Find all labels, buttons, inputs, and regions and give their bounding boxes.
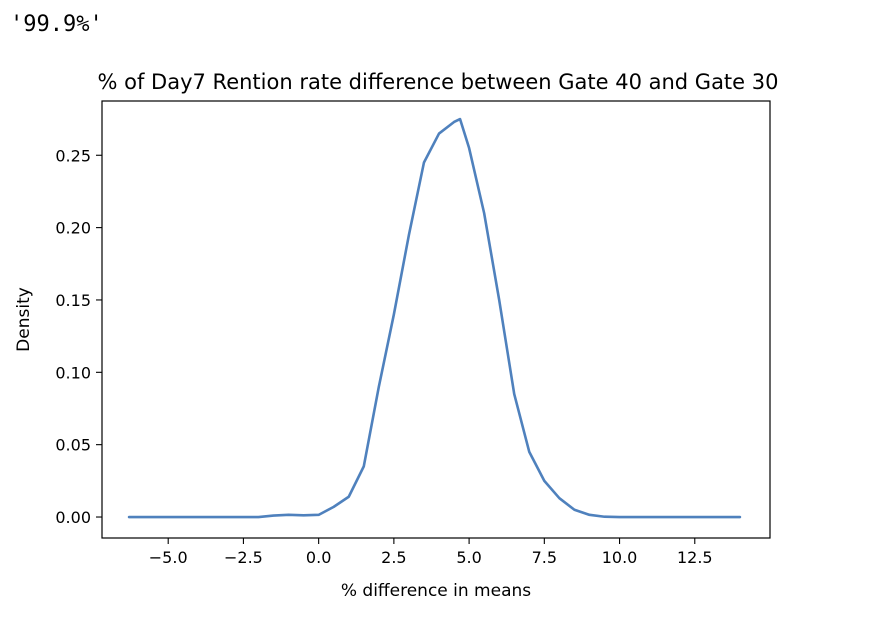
cell-output-text: '99.9%': [10, 12, 103, 37]
y-tick-label: 0.00: [55, 508, 91, 527]
x-tick-label: 12.5: [677, 548, 713, 567]
chart-title: % of Day7 Rention rate difference betwee…: [98, 70, 779, 94]
x-tick-label: −5.0: [149, 548, 188, 567]
x-tick-label: 0.0: [306, 548, 331, 567]
x-tick-label: 2.5: [381, 548, 406, 567]
y-tick-label: 0.25: [55, 146, 91, 165]
x-tick-label: 5.0: [456, 548, 481, 567]
x-tick-label: −2.5: [224, 548, 263, 567]
y-tick-label: 0.20: [55, 219, 91, 238]
x-tick-label: 7.5: [532, 548, 557, 567]
y-axis-label: Density: [14, 287, 34, 352]
y-tick-label: 0.15: [55, 291, 91, 310]
x-axis-label: % difference in means: [341, 581, 531, 601]
y-tick-label: 0.05: [55, 436, 91, 455]
y-tick-label: 0.10: [55, 363, 91, 382]
x-tick-label: 10.0: [602, 548, 638, 567]
plot-frame: [101, 100, 771, 539]
density-line: [127, 117, 742, 519]
